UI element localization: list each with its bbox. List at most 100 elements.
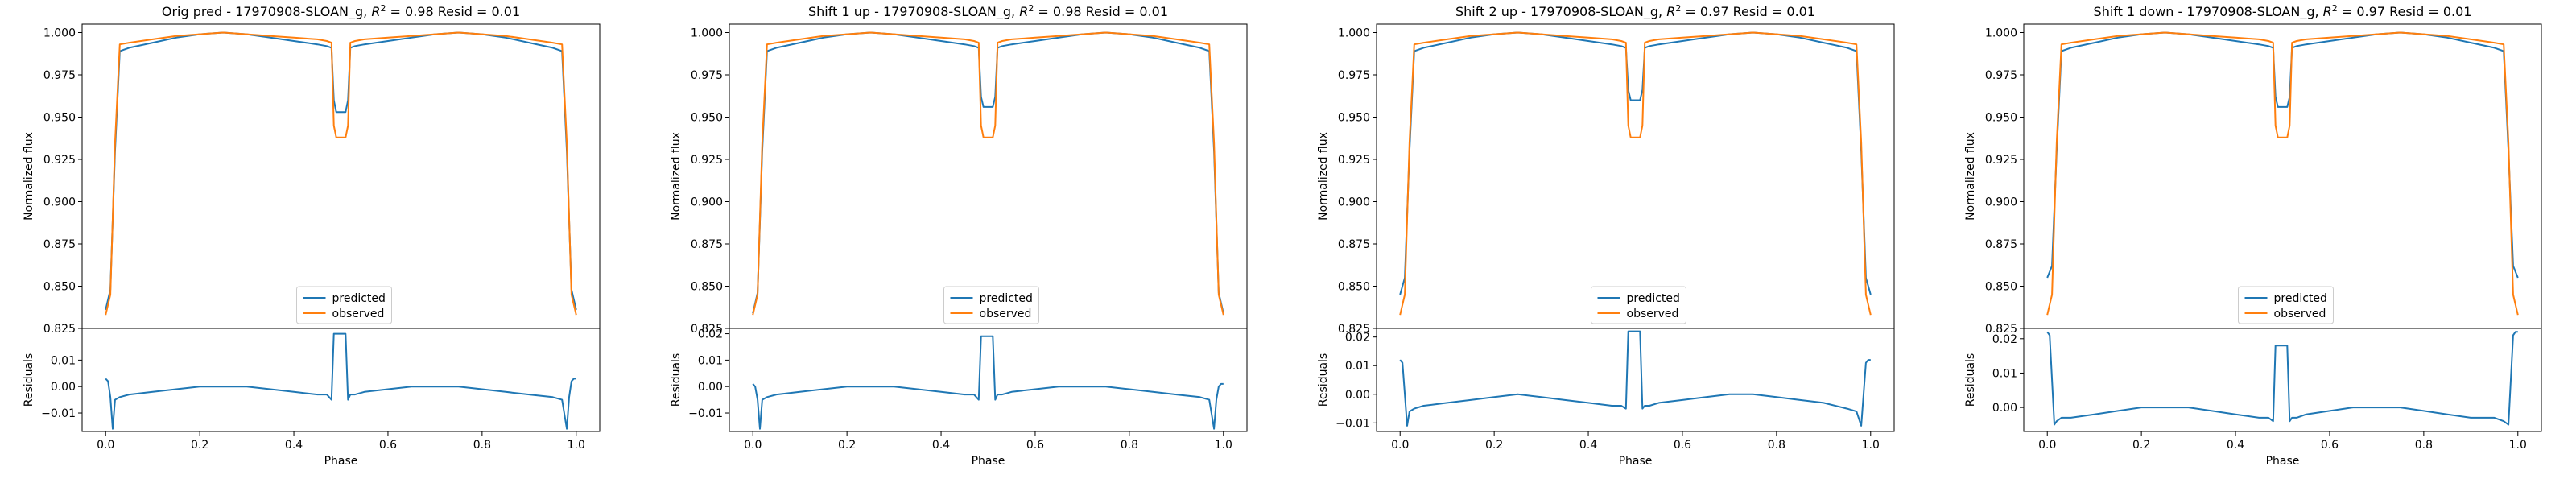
x-tick-label: 0.8 <box>1121 439 1138 452</box>
legend-label-predicted: predicted <box>332 292 386 305</box>
x-tick-label: 0.2 <box>1485 439 1503 452</box>
x-tick-label: 0.6 <box>2321 439 2339 452</box>
x-axis-label: Phase <box>324 455 358 468</box>
title-r2-symbol: R <box>1019 4 1028 19</box>
residual-y-tick-label: −0.01 <box>41 407 76 420</box>
y-tick-label: 1.000 <box>691 27 723 40</box>
residual-axes-frame <box>1376 328 1895 432</box>
x-tick-label: 0.8 <box>1768 439 1785 452</box>
x-tick-label: 1.0 <box>568 439 585 452</box>
x-axis-label: Phase <box>2266 455 2300 468</box>
y-tick-label: 0.900 <box>691 196 723 209</box>
y-tick-label: 0.825 <box>691 323 723 336</box>
x-tick-label: 0.4 <box>932 439 950 452</box>
y-tick-label: 0.950 <box>691 112 723 125</box>
y-tick-label: 0.875 <box>1338 238 1370 251</box>
series-line-predicted <box>752 31 1224 314</box>
x-tick-label: 0.4 <box>2227 439 2244 452</box>
x-tick-label: 0.0 <box>2038 439 2056 452</box>
y-tick-label: 0.850 <box>1338 281 1370 294</box>
y-tick-label: 0.925 <box>1338 154 1370 167</box>
residual-line <box>752 335 1224 430</box>
subplot-1: Orig pred - 17970908-SLOAN_g, R2 = 0.98 … <box>23 3 601 468</box>
chart-title: Shift 1 down - 17970908-SLOAN_g, R2 = 0.… <box>2094 3 2472 20</box>
title-r2-superscript: 2 <box>1028 3 1034 14</box>
series-line-observed <box>1399 31 1872 316</box>
chart-title: Orig pred - 17970908-SLOAN_g, R2 = 0.98 … <box>162 3 520 20</box>
title-text: Shift 2 up - 17970908-SLOAN_g, <box>1455 4 1666 20</box>
title-rest: = 0.98 Resid = 0.01 <box>386 4 520 19</box>
legend-label-observed: observed <box>2274 308 2326 320</box>
series-line-predicted <box>1399 31 1872 295</box>
y-axis-label: Normalized flux <box>23 132 35 221</box>
series-line-predicted <box>2046 31 2519 279</box>
residual-y-tick-label: 0.01 <box>51 354 76 367</box>
title-rest: = 0.98 Resid = 0.01 <box>1034 4 1168 19</box>
y-tick-label: 0.825 <box>43 323 76 336</box>
y-tick-label: 1.000 <box>1985 27 2017 40</box>
series-line-observed <box>2046 31 2519 316</box>
title-rest: = 0.97 Resid = 0.01 <box>2338 4 2472 19</box>
x-tick-label: 0.2 <box>2132 439 2150 452</box>
residual-y-tick-label: 0.01 <box>1345 360 1370 373</box>
residual-y-tick-label: 0.02 <box>1992 333 2017 346</box>
title-text: Orig pred - 17970908-SLOAN_g, <box>162 4 371 20</box>
residual-axes-frame <box>729 328 1248 432</box>
residual-axis-label: Residuals <box>670 353 683 407</box>
y-tick-label: 0.950 <box>1338 112 1370 125</box>
y-tick-label: 0.850 <box>1985 281 2017 294</box>
x-tick-label: 0.2 <box>191 439 208 452</box>
legend-label-observed: observed <box>332 308 385 320</box>
residual-y-tick-label: 0.02 <box>1345 332 1370 345</box>
title-r2-symbol: R <box>2323 4 2332 19</box>
residual-line <box>1399 330 1871 427</box>
title-r2-symbol: R <box>371 4 380 19</box>
top-axes-frame <box>1376 23 1895 329</box>
x-tick-label: 0.0 <box>744 439 762 452</box>
series-line-observed <box>105 31 577 316</box>
residual-y-tick-label: 0.02 <box>698 328 723 341</box>
x-tick-label: 0.6 <box>1026 439 1044 452</box>
top-axes-frame <box>2023 23 2542 329</box>
y-tick-label: 0.850 <box>691 281 723 294</box>
legend-label-observed: observed <box>980 308 1032 320</box>
x-tick-label: 0.8 <box>473 439 491 452</box>
y-tick-label: 0.950 <box>1985 112 2017 125</box>
y-tick-label: 0.900 <box>43 196 76 209</box>
y-axis-label: Normalized flux <box>670 132 683 221</box>
legend-box <box>943 286 1039 324</box>
x-axis-label: Phase <box>972 455 1005 468</box>
title-r2-superscript: 2 <box>2332 3 2338 14</box>
x-tick-label: 1.0 <box>2509 439 2527 452</box>
x-tick-label: 0.8 <box>2415 439 2433 452</box>
residual-axis-label: Residuals <box>1964 353 1977 407</box>
x-tick-label: 0.6 <box>379 439 397 452</box>
series-line-observed <box>752 31 1224 316</box>
y-tick-label: 1.000 <box>1338 27 1370 40</box>
y-tick-label: 0.975 <box>1338 69 1370 82</box>
residual-y-tick-label: −0.01 <box>1335 417 1370 430</box>
x-tick-label: 0.4 <box>1579 439 1597 452</box>
x-tick-label: 0.4 <box>285 439 303 452</box>
title-text: Shift 1 up - 17970908-SLOAN_g, <box>808 4 1019 20</box>
y-tick-label: 0.875 <box>43 238 76 251</box>
residual-y-tick-label: 0.01 <box>1992 367 2017 380</box>
x-tick-label: 0.0 <box>97 439 114 452</box>
residual-y-tick-label: 0.00 <box>1345 389 1370 402</box>
y-tick-label: 0.900 <box>1338 196 1370 209</box>
y-tick-label: 0.925 <box>1985 154 2017 167</box>
residual-axes-frame <box>2023 328 2542 432</box>
residual-line <box>2046 331 2518 426</box>
title-r2-superscript: 2 <box>380 3 386 14</box>
legend-box <box>1591 286 1686 324</box>
y-tick-label: 0.900 <box>1985 196 2017 209</box>
legend-label-predicted: predicted <box>1627 292 1680 305</box>
residual-axis-label: Residuals <box>1317 353 1330 407</box>
y-tick-label: 0.875 <box>691 238 723 251</box>
y-tick-label: 0.975 <box>691 69 723 82</box>
residual-y-tick-label: −0.01 <box>688 407 723 420</box>
x-tick-label: 1.0 <box>1215 439 1232 452</box>
residual-line <box>105 332 576 430</box>
x-tick-label: 1.0 <box>1862 439 1880 452</box>
legend-box <box>2238 286 2334 324</box>
